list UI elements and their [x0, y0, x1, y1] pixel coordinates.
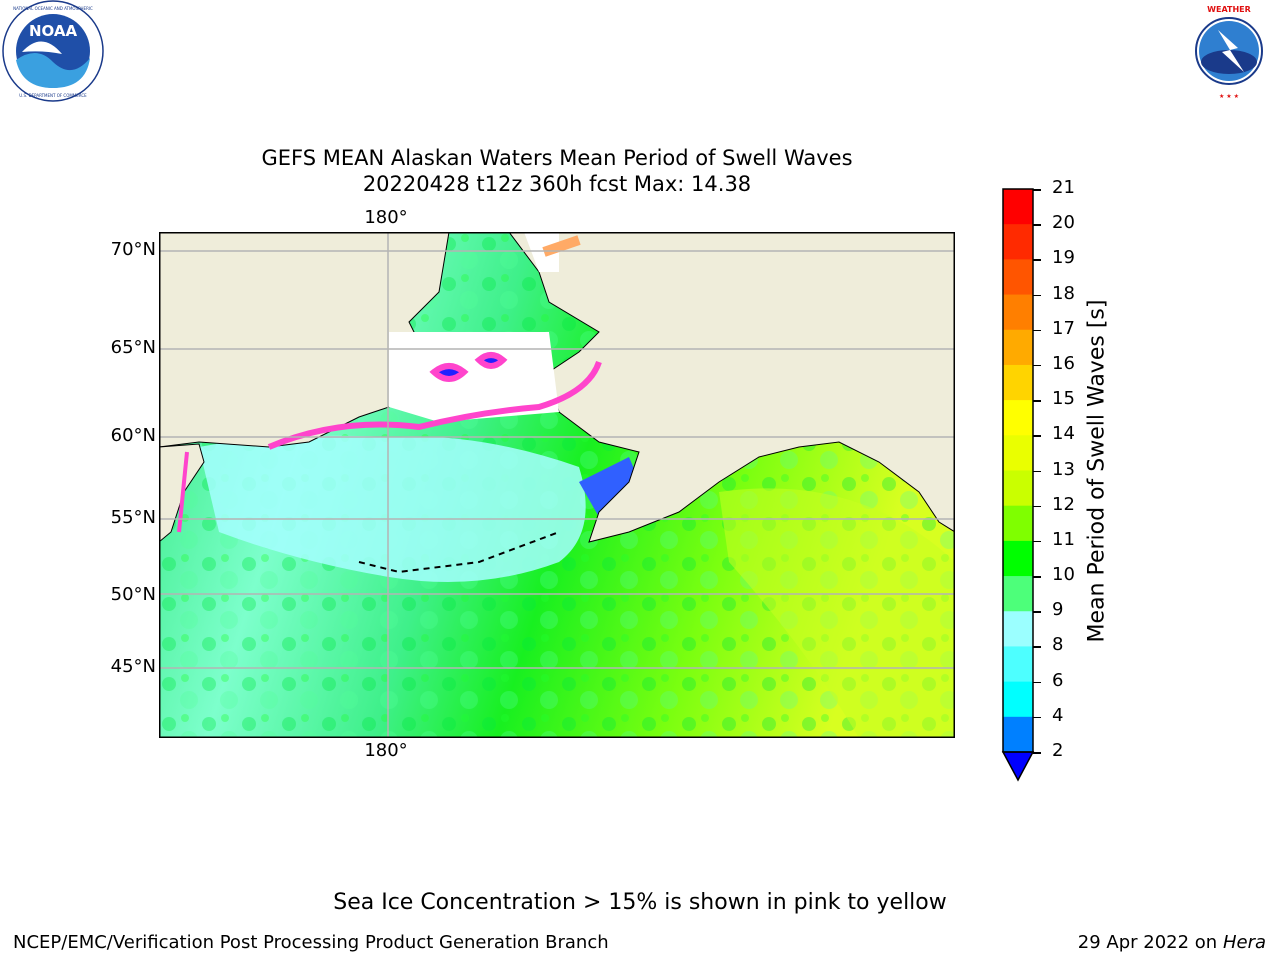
colorbar-segment — [1003, 435, 1033, 471]
svg-text:NATIONAL OCEANIC AND ATMOSPHER: NATIONAL OCEANIC AND ATMOSPHERIC — [13, 6, 93, 11]
colorbar-tick-label: 16 — [1052, 352, 1075, 374]
colorbar-tick-mark — [1033, 400, 1041, 402]
colorbar-tick-mark — [1033, 505, 1041, 508]
colorbar-tick-label: 13 — [1052, 458, 1075, 480]
colorbar-segment — [1003, 576, 1033, 612]
colorbar-tick-mark — [1033, 752, 1041, 754]
colorbar-tick-mark — [1033, 681, 1041, 684]
svg-text:NOAA: NOAA — [29, 22, 78, 40]
lon-label-bottom: 180° — [364, 740, 408, 761]
colorbar-segment — [1003, 646, 1033, 683]
chart-title: GEFS MEAN Alaskan Waters Mean Period of … — [261, 146, 853, 170]
colorbar-segment — [1003, 329, 1033, 366]
colorbar-tick-mark — [1033, 576, 1041, 578]
colorbar-tick-mark — [1033, 294, 1041, 297]
colorbar-tick-mark — [1033, 540, 1041, 543]
colorbar-segment — [1003, 259, 1033, 296]
colorbar-tick-mark — [1033, 611, 1041, 613]
colorbar-segment — [1003, 681, 1033, 718]
colorbar-tick-label: 10 — [1052, 564, 1075, 586]
colorbar-segment — [1003, 505, 1033, 542]
colorbar-tick-mark — [1033, 646, 1041, 648]
lat-label-50: 50°N — [110, 584, 156, 605]
svg-text:U.S. DEPARTMENT OF COMMERCE: U.S. DEPARTMENT OF COMMERCE — [19, 93, 87, 98]
nws-logo: WEATHER ★ ★ ★ — [1178, 0, 1280, 102]
colorbar-segment — [1003, 224, 1033, 260]
lat-label-45: 45°N — [110, 656, 156, 677]
colorbar-tick-mark — [1033, 189, 1041, 191]
date-text: 29 Apr 2022 on Hera — [1077, 932, 1266, 953]
colorbar-tick-label: 8 — [1052, 634, 1064, 656]
chart-subtitle: 20220428 t12z 360h fcst Max: 14.38 — [362, 172, 752, 196]
colorbar-tick-mark — [1033, 364, 1041, 367]
colorbar-tick-mark — [1033, 435, 1041, 437]
swell-period-map — [159, 232, 955, 738]
colorbar-tick-label: 21 — [1052, 177, 1075, 198]
colorbar-tick-label: 14 — [1052, 423, 1075, 445]
colorbar-tick-label: 2 — [1052, 740, 1064, 761]
colorbar-segment — [1003, 294, 1033, 331]
colorbar-segment — [1003, 540, 1033, 577]
colorbar-tick-label: 9 — [1052, 599, 1064, 621]
colorbar-tick-label: 6 — [1052, 669, 1064, 691]
lat-label-55: 55°N — [110, 507, 156, 528]
colorbar — [1001, 188, 1035, 782]
svg-text:WEATHER: WEATHER — [1207, 5, 1251, 14]
colorbar-tick-label: 15 — [1052, 388, 1075, 410]
colorbar-tick-label: 4 — [1052, 704, 1064, 726]
credit-text: NCEP/EMC/Verification Post Processing Pr… — [13, 932, 609, 953]
lat-label-60: 60°N — [110, 425, 156, 446]
lat-label-70: 70°N — [110, 239, 156, 260]
lat-label-65: 65°N — [110, 337, 156, 358]
colorbar-tick-label: 20 — [1052, 212, 1075, 234]
machine-name: Hera — [1222, 932, 1266, 953]
colorbar-tick-label: 17 — [1052, 317, 1075, 339]
colorbar-segment — [1003, 611, 1033, 647]
colorbar-tick-label: 18 — [1052, 282, 1075, 304]
colorbar-segment — [1003, 716, 1033, 753]
colorbar-tick-mark — [1033, 259, 1041, 261]
colorbar-segment — [1003, 189, 1033, 225]
colorbar-tick-label: 19 — [1052, 247, 1075, 269]
noaa-logo: NOAA NATIONAL OCEANIC AND ATMOSPHERIC U.… — [2, 0, 104, 102]
colorbar-segment — [1003, 364, 1033, 401]
colorbar-segment — [1003, 470, 1033, 507]
colorbar-tick-mark — [1033, 716, 1041, 719]
sea-ice-note: Sea Ice Concentration > 15% is shown in … — [333, 890, 947, 915]
colorbar-tick-mark — [1033, 470, 1041, 472]
lon-label-top: 180° — [364, 207, 408, 228]
colorbar-tick-label: 11 — [1052, 528, 1075, 550]
colorbar-tick-mark — [1033, 329, 1041, 332]
colorbar-tick-label: 12 — [1052, 493, 1075, 515]
colorbar-label: Mean Period of Swell Waves [s] — [1084, 299, 1110, 643]
colorbar-tick-mark — [1033, 224, 1041, 226]
svg-text:★ ★ ★: ★ ★ ★ — [1219, 93, 1239, 100]
colorbar-segment — [1003, 400, 1033, 436]
